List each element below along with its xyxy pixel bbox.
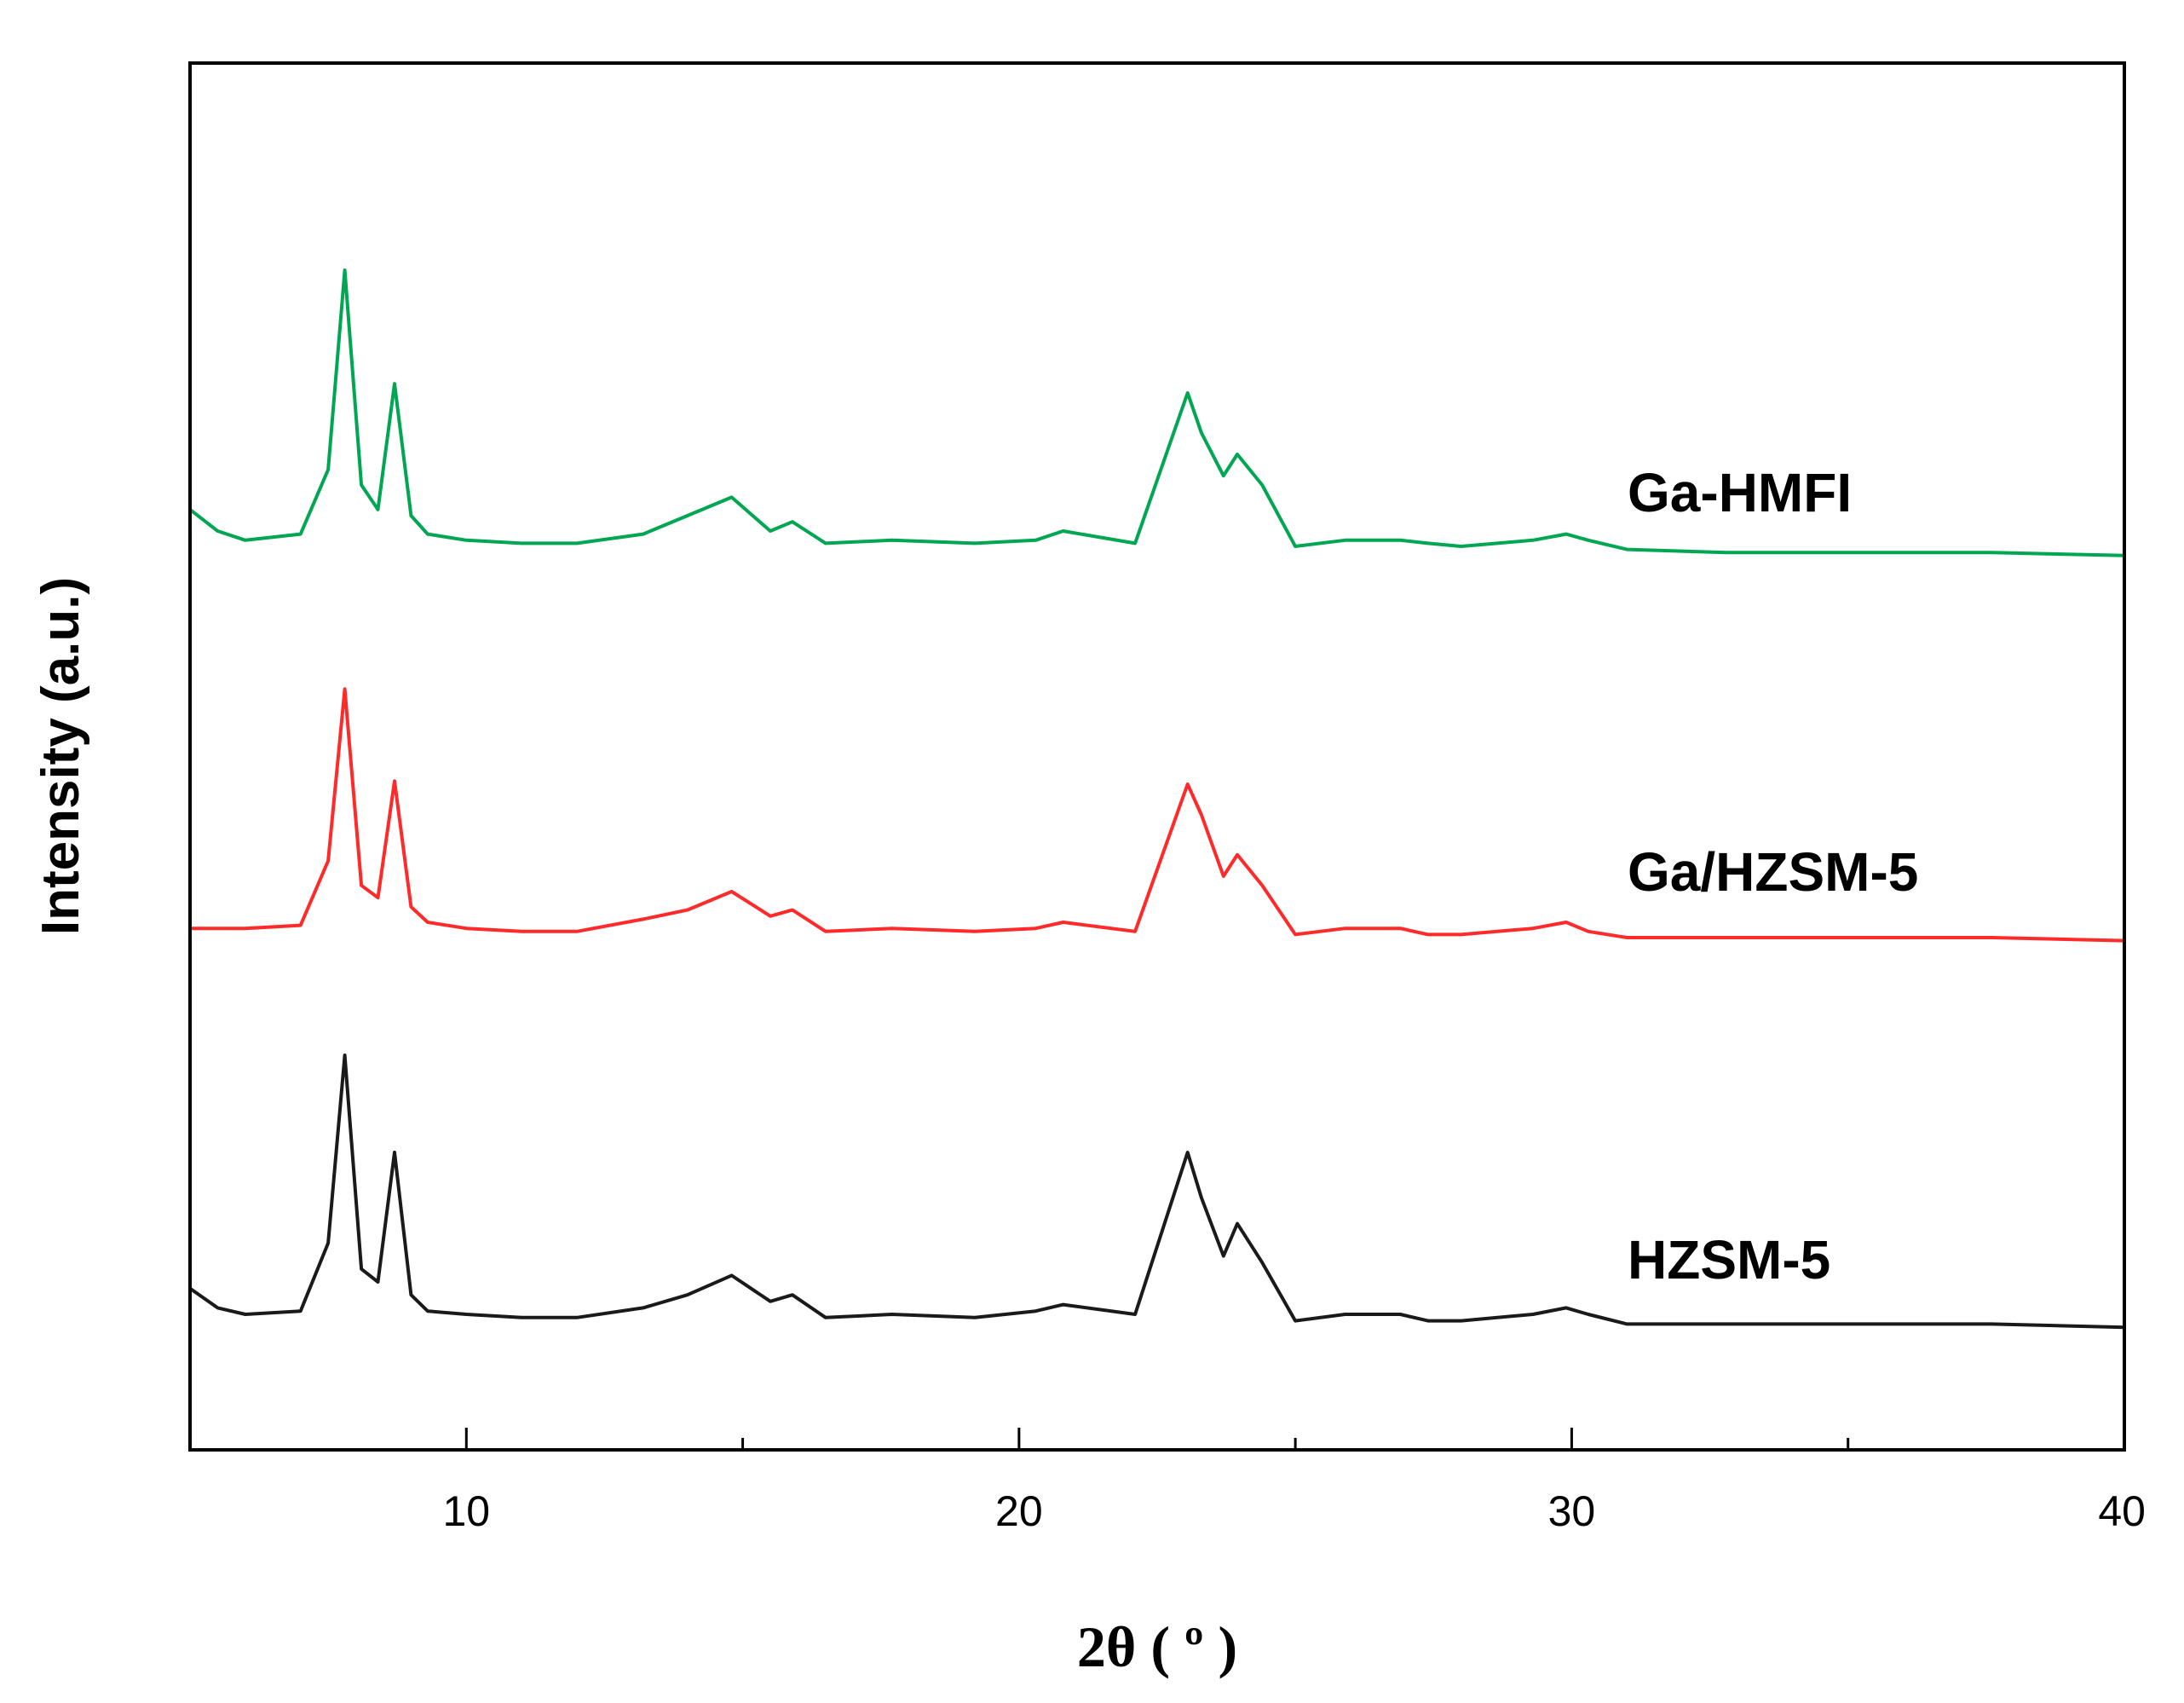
x-tick-label-30: 30: [1548, 1487, 1596, 1535]
x-tick-label-10: 10: [442, 1487, 490, 1535]
series-layer: [188, 268, 2125, 1330]
series-labels: Ga-HMFI Ga/HZSM-5 HZSM-5: [1628, 462, 1918, 1290]
series-label-ga-hzsm-5: Ga/HZSM-5: [1628, 841, 1918, 903]
series-label-ga-hmfi: Ga-HMFI: [1628, 462, 1852, 523]
series-line-ga-hmfi: [188, 268, 2125, 557]
x-ticks: 10 20 30 40: [442, 1428, 2146, 1535]
x-axis-label: 2θ ( º ): [1077, 1614, 1237, 1679]
series-line-ga-hzsm-5: [190, 687, 2125, 943]
x-tick-label-40: 40: [2098, 1487, 2146, 1535]
x-tick-label-20: 20: [995, 1487, 1043, 1535]
series-line-hzsm-5: [188, 1054, 2125, 1330]
plot-frame: [188, 61, 2126, 1452]
series-label-hzsm-5: HZSM-5: [1628, 1229, 1830, 1290]
y-axis-label: Intensity (a.u.): [32, 577, 90, 935]
